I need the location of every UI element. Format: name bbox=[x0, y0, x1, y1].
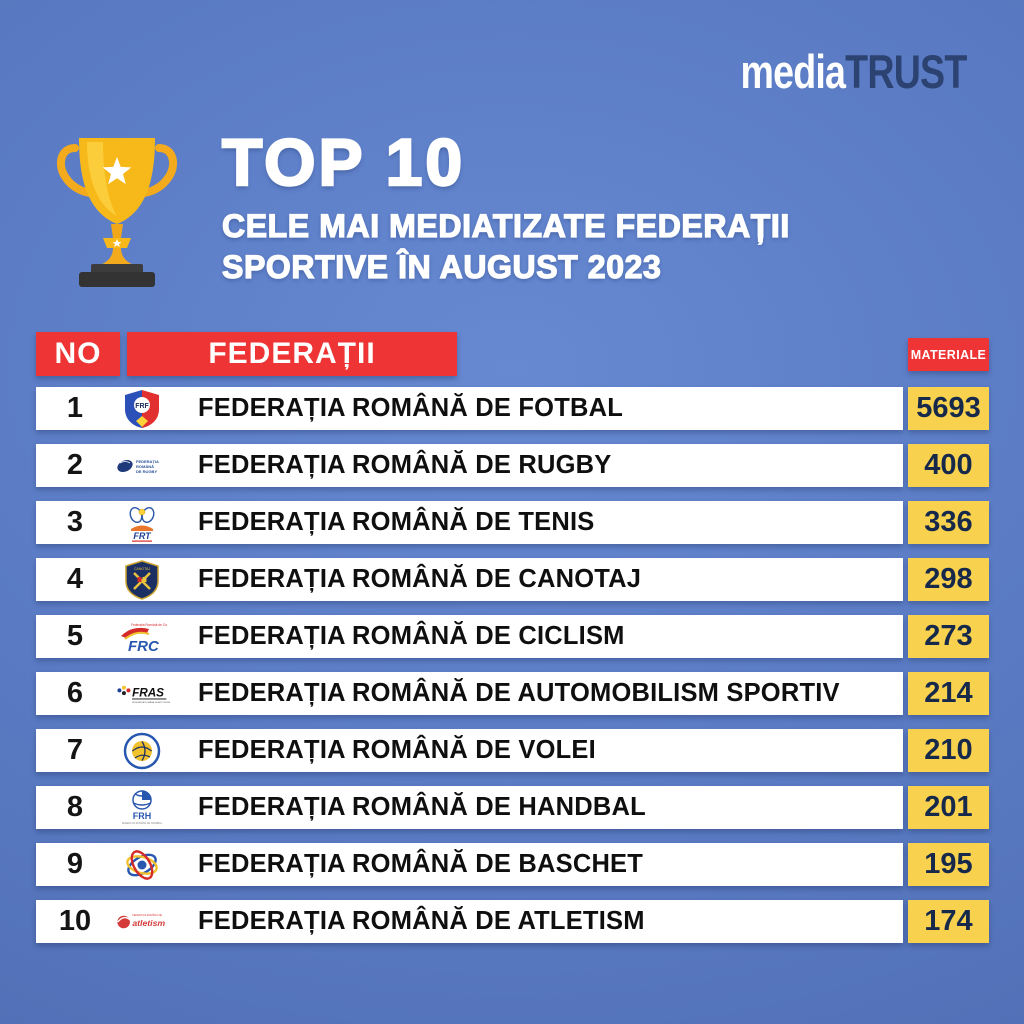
row-bar: 10 FEDERAȚIA ROMÂNĂ DE atletism FEDERAȚI… bbox=[36, 900, 903, 943]
svg-text:FRH: FRH bbox=[133, 811, 152, 821]
row-bar: 7 FEDERAȚIA ROMÂNĂ DE VOLEI bbox=[36, 729, 903, 772]
brand-media-text: media bbox=[740, 45, 845, 98]
row-rank: 5 bbox=[66, 620, 84, 652]
row-rank: 6 bbox=[66, 677, 84, 709]
svg-text:Federația Română de Ciclism: Federația Română de Ciclism bbox=[131, 623, 167, 627]
volei-logo-icon bbox=[114, 730, 170, 772]
table-row: 1 FRF FEDERAȚIA ROMÂNĂ DE FOTBAL 5693 bbox=[0, 387, 1024, 430]
row-value: 201 bbox=[924, 791, 973, 823]
table-row: 9 FEDERAȚIA ROMÂNĂ DE BASCHET 195 bbox=[0, 843, 1024, 886]
fras-logo-icon: FRAS FEDERAȚIA ROMÂNĂ DE AUTOMOBILISM SP… bbox=[114, 673, 170, 715]
row-bar: 9 FEDERAȚIA ROMÂNĂ DE BASCHET bbox=[36, 843, 903, 886]
row-bar: 4 CANOTAJ FEDERAȚIA ROMÂNĂ DE CANOTAJ bbox=[36, 558, 903, 601]
row-name: FEDERAȚIA ROMÂNĂ DE CICLISM bbox=[198, 622, 625, 650]
handbal-logo-icon: FRH FEDERAȚIA ROMÂNĂ DE HANDBAL bbox=[114, 787, 170, 829]
row-value: 214 bbox=[924, 677, 973, 709]
brand-trust-text: TRUST bbox=[844, 45, 967, 98]
column-header-federatii: FEDERAȚII bbox=[127, 332, 457, 376]
row-value: 174 bbox=[924, 905, 973, 937]
row-value: 273 bbox=[924, 620, 973, 652]
svg-text:DE RUGBY: DE RUGBY bbox=[136, 469, 157, 474]
trophy-icon bbox=[56, 124, 178, 293]
row-rank: 2 bbox=[66, 449, 84, 481]
row-value-box: 214 bbox=[908, 672, 989, 715]
row-rank: 3 bbox=[66, 506, 84, 538]
svg-text:CANOTAJ: CANOTAJ bbox=[134, 567, 150, 571]
row-name: FEDERAȚIA ROMÂNĂ DE BASCHET bbox=[198, 850, 644, 878]
table-row: 6 FRAS FEDERAȚIA ROMÂNĂ DE AUTOMOBILISM … bbox=[0, 672, 1024, 715]
table-row: 8 FRH FEDERAȚIA ROMÂNĂ DE HANDBAL FEDERA… bbox=[0, 786, 1024, 829]
row-bar: 3 FRT FEDERAȚIA ROMÂNĂ DE TENIS bbox=[36, 501, 903, 544]
svg-text:ROMÂNĂ: ROMÂNĂ bbox=[136, 464, 154, 469]
tenis-logo-icon: FRT bbox=[114, 502, 170, 544]
row-value-box: 5693 bbox=[908, 387, 989, 430]
table-row: 10 FEDERAȚIA ROMÂNĂ DE atletism FEDERAȚI… bbox=[0, 900, 1024, 943]
table-row: 3 FRT FEDERAȚIA ROMÂNĂ DE TENIS 336 bbox=[0, 501, 1024, 544]
row-value-box: 210 bbox=[908, 729, 989, 772]
row-name: FEDERAȚIA ROMÂNĂ DE FOTBAL bbox=[198, 394, 623, 422]
page-title: TOP 10 bbox=[221, 124, 466, 201]
svg-text:FEDERAȚIA: FEDERAȚIA bbox=[136, 459, 159, 464]
svg-text:FRF: FRF bbox=[135, 403, 149, 410]
svg-text:FEDERAȚIA ROMÂNĂ DE HANDBAL: FEDERAȚIA ROMÂNĂ DE HANDBAL bbox=[122, 822, 162, 825]
row-name: FEDERAȚIA ROMÂNĂ DE HANDBAL bbox=[198, 793, 646, 821]
rugby-logo-icon: FEDERAȚIA ROMÂNĂ DE RUGBY bbox=[114, 445, 170, 487]
atletism-logo-icon: FEDERAȚIA ROMÂNĂ DE atletism bbox=[114, 901, 170, 943]
row-value: 5693 bbox=[916, 392, 981, 424]
row-bar: 2 FEDERAȚIA ROMÂNĂ DE RUGBY FEDERAȚIA RO… bbox=[36, 444, 903, 487]
ciclism-logo-icon: Federația Română de Ciclism FRC bbox=[114, 616, 170, 658]
table-rows: 1 FRF FEDERAȚIA ROMÂNĂ DE FOTBAL 5693 2 … bbox=[0, 387, 1024, 943]
page-subtitle-line1: CELE MAI MEDIATIZATE FEDERAȚII bbox=[221, 207, 790, 244]
row-name: FEDERAȚIA ROMÂNĂ DE CANOTAJ bbox=[198, 565, 642, 593]
row-name: FEDERAȚIA ROMÂNĂ DE RUGBY bbox=[198, 451, 612, 479]
mediatrust-logo: mediaTRUST bbox=[740, 44, 967, 99]
row-name: FEDERAȚIA ROMÂNĂ DE ATLETISM bbox=[198, 907, 645, 935]
table-row: 5 Federația Română de Ciclism FRC FEDERA… bbox=[0, 615, 1024, 658]
row-name: FEDERAȚIA ROMÂNĂ DE VOLEI bbox=[198, 736, 596, 764]
page-subtitle: CELE MAI MEDIATIZATE FEDERAȚII SPORTIVE … bbox=[221, 206, 790, 288]
row-value-box: 195 bbox=[908, 843, 989, 886]
table-row: 4 CANOTAJ FEDERAȚIA ROMÂNĂ DE CANOTAJ 29… bbox=[0, 558, 1024, 601]
row-rank: 9 bbox=[66, 848, 84, 880]
row-rank: 1 bbox=[66, 392, 84, 424]
svg-text:atletism: atletism bbox=[132, 917, 165, 927]
row-value: 400 bbox=[924, 449, 973, 481]
table-row: 7 FEDERAȚIA ROMÂNĂ DE VOLEI 210 bbox=[0, 729, 1024, 772]
frf-logo-icon: FRF bbox=[114, 388, 170, 430]
row-value: 336 bbox=[924, 506, 973, 538]
canotaj-logo-icon: CANOTAJ bbox=[114, 559, 170, 601]
table-row: 2 FEDERAȚIA ROMÂNĂ DE RUGBY FEDERAȚIA RO… bbox=[0, 444, 1024, 487]
row-rank: 10 bbox=[58, 905, 92, 937]
row-bar: 8 FRH FEDERAȚIA ROMÂNĂ DE HANDBAL FEDERA… bbox=[36, 786, 903, 829]
row-rank: 8 bbox=[66, 791, 84, 823]
row-value-box: 400 bbox=[908, 444, 989, 487]
row-value: 195 bbox=[924, 848, 973, 880]
row-name: FEDERAȚIA ROMÂNĂ DE AUTOMOBILISM SPORTIV bbox=[198, 679, 840, 707]
svg-text:FRAS: FRAS bbox=[132, 686, 164, 699]
column-header-no: NO bbox=[36, 332, 120, 376]
row-bar: 5 Federația Română de Ciclism FRC FEDERA… bbox=[36, 615, 903, 658]
row-value-box: 201 bbox=[908, 786, 989, 829]
row-value-box: 174 bbox=[908, 900, 989, 943]
row-rank: 4 bbox=[66, 563, 84, 595]
row-value-box: 298 bbox=[908, 558, 989, 601]
row-bar: 1 FRF FEDERAȚIA ROMÂNĂ DE FOTBAL bbox=[36, 387, 903, 430]
svg-text:FEDERAȚIA ROMÂNĂ DE: FEDERAȚIA ROMÂNĂ DE bbox=[132, 914, 162, 917]
svg-text:FRC: FRC bbox=[128, 638, 160, 655]
baschet-logo-icon bbox=[114, 844, 170, 886]
row-name: FEDERAȚIA ROMÂNĂ DE TENIS bbox=[198, 508, 595, 536]
row-value: 298 bbox=[924, 563, 973, 595]
svg-text:FEDERAȚIA ROMÂNĂ DE AUTOMOBILI: FEDERAȚIA ROMÂNĂ DE AUTOMOBILISM SPORTIV bbox=[132, 701, 170, 704]
row-bar: 6 FRAS FEDERAȚIA ROMÂNĂ DE AUTOMOBILISM … bbox=[36, 672, 903, 715]
row-rank: 7 bbox=[66, 734, 84, 766]
column-header-materiale: MATERIALE bbox=[908, 338, 989, 371]
page-subtitle-line2: SPORTIVE ÎN AUGUST 2023 bbox=[221, 248, 662, 285]
row-value-box: 336 bbox=[908, 501, 989, 544]
row-value-box: 273 bbox=[908, 615, 989, 658]
row-value: 210 bbox=[924, 734, 973, 766]
svg-text:FRT: FRT bbox=[133, 531, 152, 541]
